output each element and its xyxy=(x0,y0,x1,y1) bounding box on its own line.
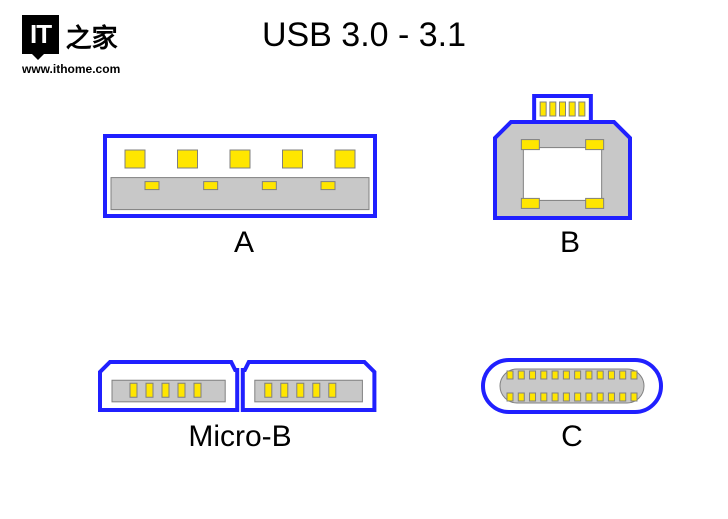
label-c: C xyxy=(552,420,592,454)
label-micro-b: Micro-B xyxy=(155,420,325,454)
label-b: B xyxy=(550,226,590,260)
label-a: A xyxy=(224,226,264,260)
usb-connectors-diagram xyxy=(0,0,728,519)
